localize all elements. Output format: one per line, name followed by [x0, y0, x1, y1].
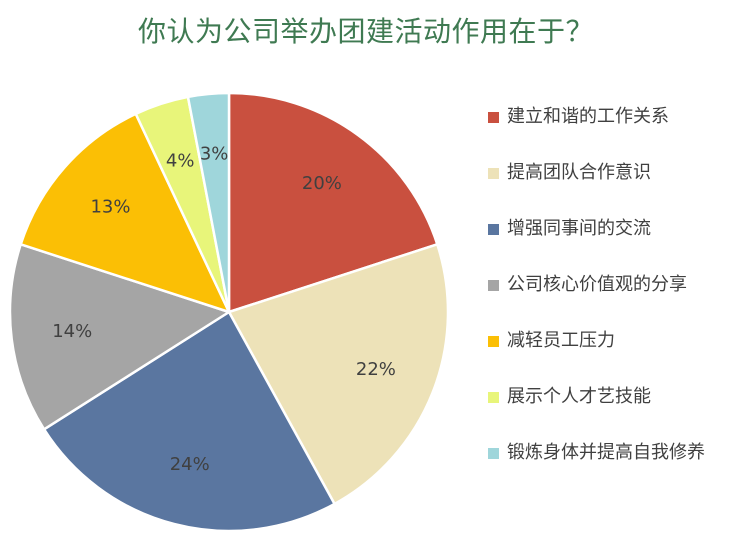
legend-label-3: 增强同事间的交流 — [507, 218, 651, 239]
chart-title: 你认为公司举办团建活动作用在于？ — [137, 15, 594, 48]
pie-slice-7 — [186, 91, 231, 314]
legend-swatch-3 — [488, 224, 499, 235]
slice-label-5: 13% — [90, 197, 130, 218]
legend-label-4: 公司核心价值观的分享 — [507, 274, 687, 295]
legend-swatch-5 — [488, 336, 499, 347]
legend-swatch-4 — [488, 280, 499, 291]
legend-item-7: 锻炼身体并提高自我修养 — [488, 442, 724, 498]
legend-item-5: 减轻员工压力 — [488, 330, 724, 386]
pie-slice-5 — [19, 112, 231, 314]
legend-swatch-1 — [488, 112, 499, 123]
legend-swatch-2 — [488, 168, 499, 179]
slice-label-4: 14% — [52, 321, 92, 342]
legend-item-6: 展示个人才艺技能 — [488, 386, 724, 442]
slice-label-6: 4% — [166, 151, 195, 172]
pie-slice-4 — [8, 243, 231, 431]
legend: 建立和谐的工作关系 提高团队合作意识 增强同事间的交流公司核心价值观的分享 减轻员工压… — [488, 106, 724, 498]
legend-item-1: 建立和谐的工作关系 — [488, 106, 724, 162]
pie-slice-3 — [42, 310, 336, 533]
pie-slice-2 — [227, 243, 450, 506]
legend-swatch-7 — [488, 448, 499, 459]
legend-item-2: 提高团队合作意识 — [488, 162, 724, 218]
legend-label-6: 展示个人才艺技能 — [507, 386, 651, 407]
legend-label-7: 锻炼身体并提高自我修养 — [507, 442, 705, 463]
legend-label-5: 减轻员工压力 — [507, 330, 615, 351]
slice-label-2: 22% — [356, 359, 396, 380]
legend-swatch-6 — [488, 392, 499, 403]
slice-label-1: 20% — [302, 173, 342, 194]
legend-label-2: 提高团队合作意识 — [507, 162, 651, 183]
legend-label-1: 建立和谐的工作关系 — [507, 106, 669, 127]
pie-slice-1 — [227, 91, 439, 314]
slice-label-7: 3% — [200, 144, 229, 165]
legend-item-4: 公司核心价值观的分享 — [488, 274, 724, 330]
slice-label-3: 24% — [170, 454, 210, 475]
legend-item-3: 增强同事间的交流 — [488, 218, 724, 274]
